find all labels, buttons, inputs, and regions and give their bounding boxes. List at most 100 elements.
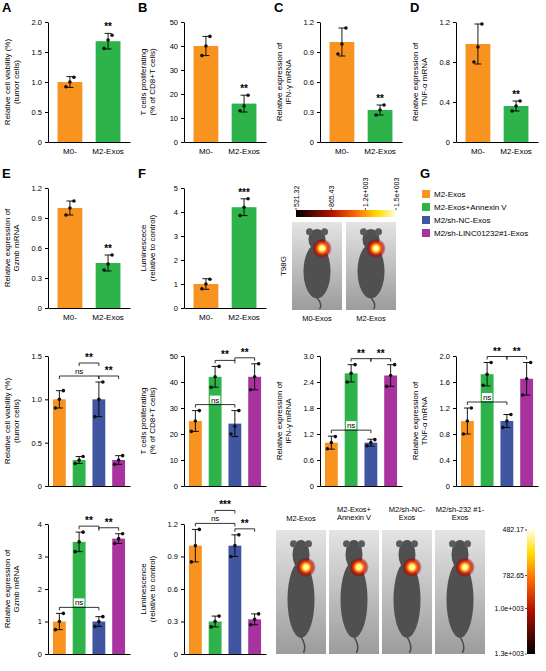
y-tick: 0 [310,138,320,147]
data-point [102,47,106,51]
tick-mark [45,589,48,590]
luminescence-signal [349,557,369,577]
y-tick-label: 1.6 [440,378,450,387]
mouse-ear [464,540,471,547]
data-point [336,52,340,56]
y-axis-title: Relative expression ofIFN-γ mRNA [275,381,293,460]
y-axis-title-line: IFN-γ mRNA [284,398,293,444]
tick-mark [45,356,48,357]
y-tick-label: 0 [38,650,42,659]
tick-mark [181,142,184,143]
data-point [106,262,110,266]
y-tick: 5 [174,184,184,193]
chart-panel: 012345M0-M2-ExosLuminescece(relative to … [138,166,267,322]
tick-mark [317,82,320,83]
tick-mark [317,382,320,383]
chart-panel: 00.61.21.82.43.0Relative expression ofIF… [275,348,403,491]
y-axis: 012345 [174,184,185,313]
y-tick: 2.4 [304,378,320,387]
tick-mark [45,443,48,444]
axis-line [48,23,49,143]
significance-label: ** [221,349,229,360]
data-point [213,620,217,624]
y-axis-title: Relative expression ofTNF-α mRNA [411,42,429,121]
y-axis-title-line: Gzmb mRNA [12,565,21,613]
colorbar-tick [525,654,527,655]
y-tick-label: 1.5 [32,352,42,361]
bar [384,376,397,487]
y-tick: 0.6 [304,78,320,87]
image-background [276,530,326,654]
x-axis: M0-M2-Exos [49,308,131,322]
error-bar [212,366,219,387]
y-tick: 1.8 [304,404,320,413]
y-axis-title-line: Relative expression of [411,381,420,460]
data-point [217,365,221,369]
data-point [113,463,117,467]
data-point [330,441,334,445]
data-point [242,205,246,209]
significance-bracket [195,523,235,526]
y-axis: 01234 [38,520,49,659]
image-background [292,222,342,310]
tick-mark [453,62,456,63]
y-tick: 1 [174,280,184,289]
axis-line [49,142,131,143]
y-axis-title-line: (relative to control) [148,215,157,282]
error-bar [251,364,258,390]
y-tick: 3.0 [304,352,320,361]
error-bar [105,255,112,271]
y-tick-label: 1.2 [168,520,178,529]
y-tick-label: 1 [174,280,178,289]
y-tick-label: 0 [174,138,178,147]
mouse-image [435,530,485,654]
y-tick-label: 0 [38,138,42,147]
bar [232,207,257,308]
tick-mark [181,486,184,487]
y-tick: 0 [174,138,184,147]
x-tick: M0- [63,142,77,156]
axis-line [457,486,539,487]
y-axis-title-line: TNF-α mRNA [420,57,429,106]
data-point [208,35,212,39]
axis-line [320,23,321,143]
significance-bracket [215,510,235,513]
y-tick-label: 0 [310,138,314,147]
significance-bracket [467,402,507,405]
y-tick: 4 [174,208,184,217]
y-tick-label: 2.0 [440,352,450,361]
significance-bracket [215,360,235,363]
y-tick-label: 40 [170,378,178,387]
y-tick: 0.9 [32,214,48,223]
data-point [97,398,101,402]
data-point [353,363,357,367]
error-bar [387,365,394,387]
tick-mark [45,654,48,655]
tick-mark [181,94,184,95]
data-point [73,550,77,554]
plot-area [53,380,125,486]
y-axis-title: Relative expression ofIFN-γ mRNA [275,42,293,121]
mouse-image [276,530,326,654]
plot-area [466,22,529,142]
colorbar-tick [296,208,297,210]
y-tick: 0.5 [32,439,48,448]
y-tick-label: 2.0 [32,18,42,27]
mouse-ear [411,540,418,547]
y-tick: 4 [38,520,48,529]
y-tick: 1.5 [32,352,48,361]
data-point [237,533,241,537]
y-tick: 1.2 [304,18,320,27]
label-patch [74,367,84,375]
data-point [393,363,397,367]
mouse-tail [354,637,358,653]
y-axis-title-line: (% of CD8+T cells) [148,387,157,455]
chart-panel: 00.40.81.21.62.0Relative expression ofTN… [411,346,539,491]
x-tick: M0- [335,142,349,156]
significance-label: ns [75,598,83,607]
tick-mark [181,22,184,23]
y-tick-label: 2 [174,256,178,265]
data-point [200,287,204,291]
bar [194,46,219,142]
tick-mark [181,236,184,237]
